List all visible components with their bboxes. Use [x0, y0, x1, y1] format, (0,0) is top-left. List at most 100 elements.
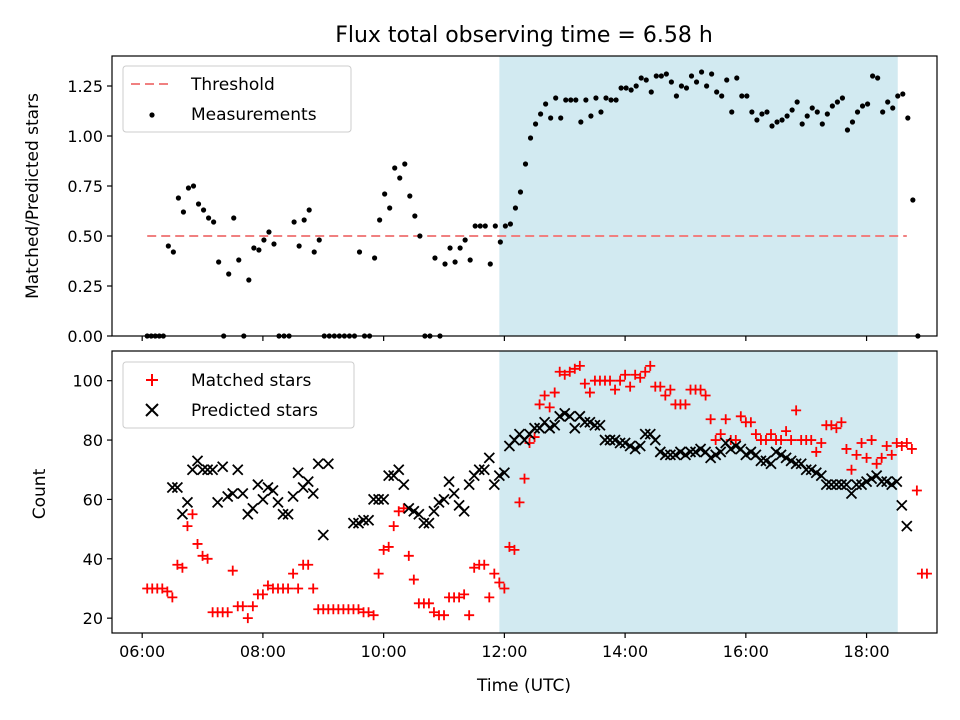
matched-star-point — [549, 387, 560, 398]
matched-star-point — [640, 366, 651, 377]
predicted-star-point — [584, 416, 596, 428]
matched-star-point — [167, 592, 178, 603]
matched-star-point — [630, 369, 641, 380]
predicted-star-point — [212, 496, 224, 509]
measurement-point — [502, 223, 508, 229]
measurement-point — [623, 85, 629, 91]
predicted-star-point — [378, 493, 390, 506]
measurement-point — [683, 85, 690, 91]
measurement-point — [749, 109, 755, 115]
predicted-star-point — [418, 517, 430, 529]
x-tick-label: 18:00 — [844, 642, 890, 661]
matched-star-point — [921, 568, 932, 579]
y-tick-label: 0.75 — [67, 177, 103, 196]
measurement-point — [819, 121, 825, 127]
matched-star-point — [222, 607, 233, 618]
predicted-star-point — [805, 464, 817, 476]
matched-star-point — [177, 562, 188, 573]
x-tick-label: 16:00 — [723, 642, 769, 661]
matched-star-point — [846, 464, 857, 475]
predicted-star-point — [317, 529, 329, 541]
matched-star-point — [172, 559, 183, 570]
measurement-point — [693, 79, 700, 85]
matched-star-point — [544, 402, 555, 413]
predicted-star-point — [186, 464, 199, 476]
measurement-point — [487, 261, 493, 267]
predicted-star-point — [830, 478, 843, 491]
matched-star-point — [635, 372, 646, 383]
predicted-star-point — [448, 487, 460, 500]
y-axis-ticks: 0.00 0.25 0.50 0.75 1.00 1.25 — [67, 77, 112, 346]
predicted-star-point — [760, 455, 772, 467]
matched-star-point — [811, 446, 822, 457]
matched-star-point — [760, 435, 771, 446]
legend-box — [122, 65, 352, 133]
matched-star-point — [504, 541, 515, 552]
matched-star-point — [378, 544, 389, 555]
matched-star-point — [826, 420, 837, 431]
predicted-star-point — [549, 419, 561, 431]
measurement-point — [764, 109, 770, 115]
predicted-star-point — [347, 517, 360, 529]
matched-star-point — [388, 521, 399, 532]
predicted-stars-points — [166, 407, 913, 541]
matched-star-point — [262, 580, 273, 591]
predicted-star-point — [262, 481, 274, 494]
matched-star-point — [479, 559, 490, 570]
measurement-point — [583, 97, 589, 103]
x-axis-label: Time (UTC) — [476, 676, 571, 696]
predicted-star-point — [730, 440, 742, 452]
matched-star-point — [283, 583, 294, 594]
matched-star-point — [700, 390, 711, 401]
measurement-point — [739, 93, 745, 99]
measurement-point — [497, 239, 503, 245]
measurement-point — [910, 197, 916, 203]
matched-star-point — [886, 449, 897, 460]
measurement-point — [442, 261, 448, 267]
matched-star-point — [373, 568, 384, 579]
predicted-star-point — [569, 422, 581, 434]
y-tick-label: 1.00 — [67, 127, 103, 146]
y-tick-label: 0.50 — [67, 227, 103, 246]
matched-star-point — [197, 550, 208, 561]
predicted-star-point — [624, 440, 636, 452]
measurement-point — [236, 257, 242, 263]
predicted-star-point — [835, 478, 848, 491]
measurement-point — [724, 77, 730, 83]
legend-predicted-label: Predicted stars — [191, 401, 318, 421]
matched-star-point — [157, 583, 168, 594]
matched-star-point — [620, 369, 631, 380]
measurement-point — [633, 83, 639, 89]
predicted-star-point — [579, 416, 591, 428]
matched-star-point — [187, 509, 198, 520]
measurement-point — [412, 213, 418, 219]
x-tick-label: 10:00 — [361, 642, 407, 661]
matched-star-point — [876, 452, 887, 463]
predicted-star-point — [886, 478, 898, 491]
predicted-star-point — [302, 475, 314, 488]
predicted-star-point — [483, 452, 495, 464]
matched-star-point — [906, 443, 917, 454]
measurement-point — [477, 223, 483, 229]
matched-star-point — [247, 601, 258, 612]
matched-star-point — [484, 592, 495, 603]
predicted-star-point — [710, 449, 722, 461]
measurement-point — [457, 245, 463, 251]
measurement-point — [563, 97, 569, 103]
predicted-star-point — [222, 490, 234, 503]
predicted-star-point — [408, 505, 420, 517]
measurement-point — [492, 223, 498, 229]
predicted-star-point — [649, 434, 661, 446]
predicted-star-point — [689, 446, 702, 458]
matched-star-point — [625, 381, 636, 392]
star-count-panel: 20 40 60 80 100 06:00 08:00 10:00 12:00 14:00 16:… — [30, 350, 938, 696]
matched-star-point — [162, 586, 173, 597]
predicted-star-point — [433, 496, 445, 509]
measurement-point — [271, 241, 277, 247]
predicted-star-point — [770, 446, 782, 458]
matched-star-point — [423, 598, 434, 609]
predicted-star-point — [865, 473, 878, 485]
measurement-point — [875, 75, 881, 81]
measurement-point — [296, 243, 302, 249]
matched-star-point — [735, 411, 746, 422]
